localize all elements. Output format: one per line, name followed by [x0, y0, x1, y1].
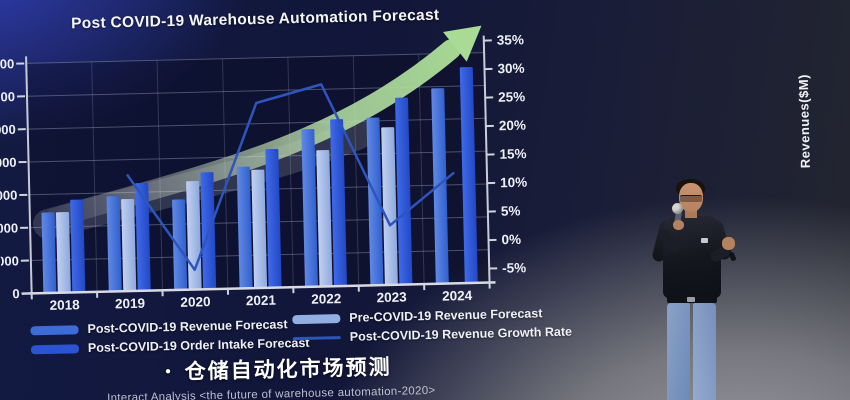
bar-pre-2022	[316, 149, 333, 287]
chart-axes: 000000000000000000000035%30%25%20%15%10%…	[0, 32, 527, 313]
bar-post-2021	[236, 166, 253, 289]
legend-swatch-pre-revenue	[292, 313, 341, 324]
wrist-watch	[728, 251, 737, 262]
right-tick-label-4: 15%	[499, 146, 526, 162]
gridline-h-0	[26, 52, 485, 64]
left-tick-label-6: 000	[0, 253, 19, 269]
right-axis-line	[482, 35, 491, 283]
left-axis-line	[25, 56, 33, 294]
bar-pre-2018	[55, 211, 71, 293]
arrow-head	[443, 25, 482, 62]
gridline-v-6	[418, 54, 425, 285]
right-tick-label-7: 0%	[501, 232, 521, 247]
year-label-2024: 2024	[442, 288, 473, 304]
microphone-foam	[672, 203, 683, 214]
bar-order-2021	[265, 148, 282, 288]
left-tick-label-7: 0	[12, 286, 20, 301]
x-axis-line	[21, 281, 496, 295]
left-tick-label-4: 000	[0, 188, 18, 204]
presenter-head	[679, 183, 703, 212]
bar-order-2018	[70, 199, 86, 293]
year-label-2023: 2023	[377, 289, 408, 305]
presenter-left-jeans-leg	[667, 303, 690, 400]
left-tick-label-2: 000	[0, 122, 16, 138]
bar-pre-2019	[121, 198, 137, 292]
bar-pre-2023	[381, 127, 398, 285]
gridline-v-2	[156, 60, 163, 291]
bar-post-2023	[366, 117, 384, 286]
bar-pre-2021	[251, 169, 268, 289]
bar-post-2018	[41, 212, 57, 294]
presenter-right-hand	[673, 220, 684, 230]
shirt-logo	[701, 238, 708, 243]
right-tick-label-1: 30%	[497, 61, 524, 77]
gridline-v-5	[352, 55, 360, 286]
growth-rate-polyline	[125, 83, 456, 272]
bar-post-2022	[301, 128, 318, 287]
left-tick-label-5: 000	[0, 220, 18, 236]
legend-swatch-order-intake	[30, 343, 80, 354]
bar-post-2020	[172, 199, 188, 290]
right-tick-label-5: 10%	[500, 175, 527, 191]
presenter-right-jeans-leg	[693, 303, 716, 400]
bullet-icon: •	[165, 362, 171, 380]
revenue-axis-title: Revenues($M)	[795, 73, 813, 169]
year-label-2021: 2021	[246, 293, 277, 309]
slide-heading-text: 仓储自动化市场预测	[184, 355, 392, 384]
chart-bars	[41, 67, 478, 294]
presenter-person	[642, 176, 742, 400]
belt-buckle	[687, 297, 695, 302]
gridline-h-2	[27, 117, 486, 130]
growth-rate-line	[125, 83, 456, 272]
bar-order-2024	[459, 67, 478, 284]
year-label-2020: 2020	[180, 294, 210, 310]
right-tick-label-2: 25%	[498, 89, 525, 105]
left-tick-label-3: 000	[0, 155, 17, 171]
gridline-v-1	[91, 61, 98, 292]
bar-order-2023	[395, 97, 413, 285]
presenter-left-hand	[722, 237, 735, 250]
year-label-2019: 2019	[115, 296, 145, 312]
presenter-neck	[685, 209, 697, 218]
gridline-v-4	[287, 57, 294, 288]
right-tick-label-8: -5%	[502, 260, 526, 276]
right-tick-label-6: 5%	[501, 203, 521, 218]
glasses-icon	[680, 195, 702, 202]
left-tick-label-0: 000	[0, 56, 14, 72]
bar-order-2022	[330, 119, 347, 287]
legend-swatch-growth-rate	[292, 335, 341, 340]
left-tick-label-1: 000	[0, 89, 15, 105]
bar-order-2019	[135, 182, 151, 291]
right-tick-label-0: 35%	[497, 32, 524, 48]
bar-post-2024	[431, 88, 449, 284]
year-label-2022: 2022	[311, 291, 341, 307]
year-label-2018: 2018	[49, 297, 80, 313]
right-tick-label-3: 20%	[499, 118, 526, 134]
bar-post-2019	[106, 195, 122, 292]
legend-swatch-post-revenue	[30, 324, 79, 335]
bar-pre-2020	[186, 180, 202, 290]
